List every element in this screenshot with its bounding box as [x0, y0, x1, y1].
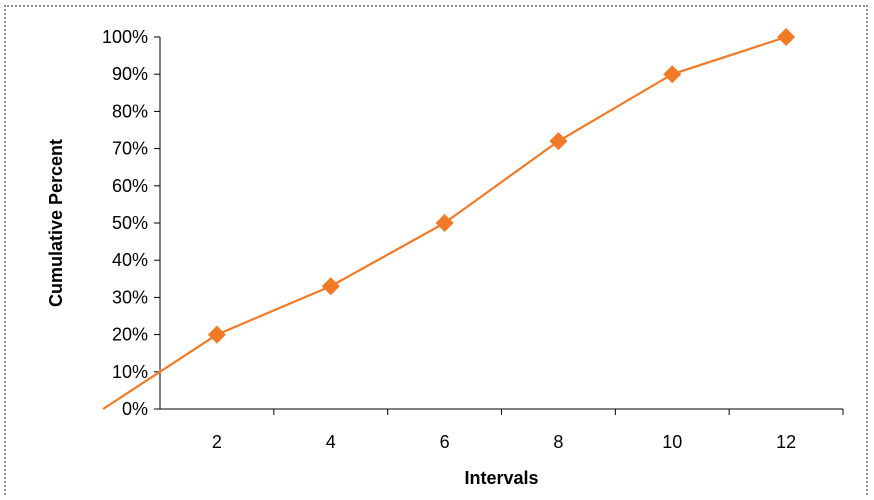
x-tick-label: 6 — [440, 432, 450, 452]
x-tick-label: 12 — [776, 432, 796, 452]
x-tick-label: 4 — [326, 432, 336, 452]
y-tick-label: 20% — [112, 325, 148, 345]
data-point-marker — [777, 28, 796, 46]
y-axis-title: Cumulative Percent — [46, 139, 66, 307]
y-tick-label: 100% — [102, 27, 148, 47]
y-tick-label: 30% — [112, 287, 148, 307]
y-tick-label: 50% — [112, 213, 148, 233]
y-tick-label: 80% — [112, 101, 148, 121]
data-point-marker — [321, 277, 340, 296]
y-tick-label: 60% — [112, 176, 148, 196]
x-axis-ticks: 2 4 6 8 10 12 — [212, 409, 844, 452]
data-point-marker — [549, 132, 568, 151]
x-tick-label: 8 — [553, 432, 563, 452]
y-axis-ticks: 0% 10% 20% 30% 40% 50% 60% 70% 80% 90% 100% — [102, 27, 160, 419]
y-tick-label: 40% — [112, 250, 148, 270]
y-tick-label: 90% — [112, 64, 148, 84]
chart-axes — [159, 37, 843, 410]
x-tick-label: 10 — [662, 432, 682, 452]
x-tick-label: 2 — [212, 432, 222, 452]
data-point-marker — [435, 214, 454, 232]
data-point-marker — [207, 325, 226, 344]
y-tick-label: 0% — [122, 399, 148, 419]
series-group — [102, 28, 796, 410]
data-point-marker — [663, 65, 682, 84]
y-tick-label: 10% — [112, 362, 148, 382]
x-axis-title: Intervals — [464, 468, 538, 488]
chart-frame — [4, 5, 868, 495]
y-tick-label: 70% — [112, 139, 148, 159]
